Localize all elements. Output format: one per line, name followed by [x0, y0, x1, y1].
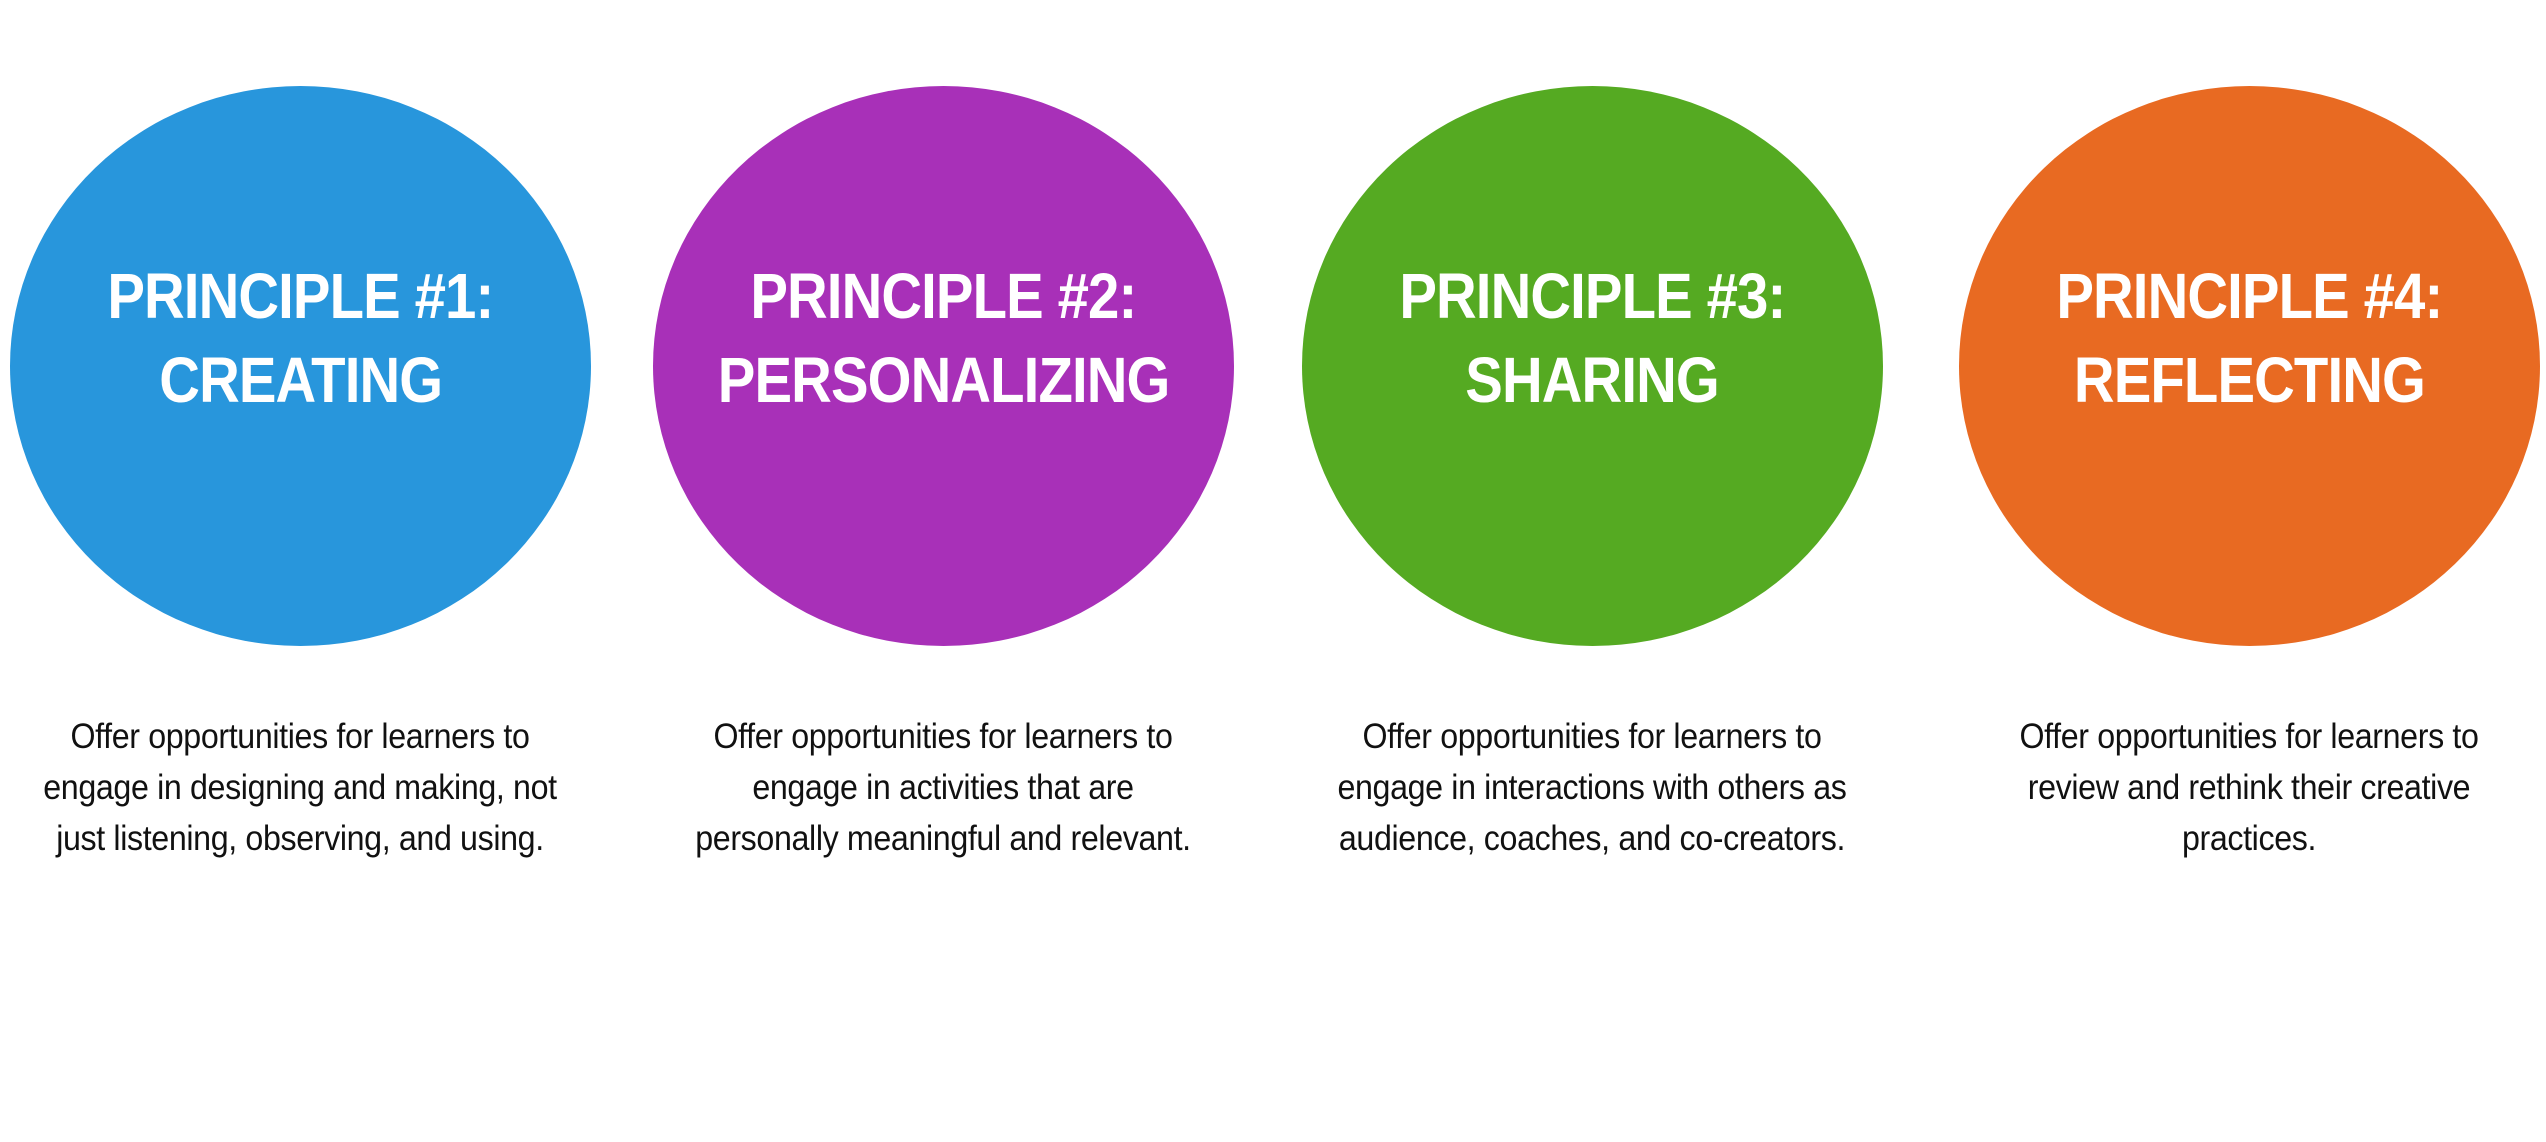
principle-3-description: Offer opportunities for learners to enga…: [1337, 717, 1847, 858]
principle-2-circle: PRINCIPLE #2: PERSONALIZING: [653, 86, 1234, 646]
principle-2-title-line2: PERSONALIZING: [717, 344, 1171, 416]
principle-1: PRINCIPLE #1: CREATING Offer opportuniti…: [0, 0, 600, 1142]
principle-4-circle: PRINCIPLE #4: REFLECTING: [1959, 86, 2540, 646]
principle-4-title-line1: PRINCIPLE #4:: [2056, 260, 2443, 332]
principle-3-title-line1: PRINCIPLE #3:: [1399, 260, 1786, 332]
principle-1-title-line2: CREATING: [159, 344, 443, 416]
principle-4-title-line2: REFLECTING: [2073, 344, 2426, 416]
principle-2: PRINCIPLE #2: PERSONALIZING Offer opport…: [643, 0, 1243, 1142]
principle-3-circle: PRINCIPLE #3: SHARING: [1302, 86, 1883, 646]
principle-2-title-line1: PRINCIPLE #2:: [750, 260, 1137, 332]
principle-2-description: Offer opportunities for learners to enga…: [695, 717, 1191, 858]
principle-1-title-line1: PRINCIPLE #1:: [107, 260, 494, 332]
principle-3: PRINCIPLE #3: SHARING Offer opportunitie…: [1292, 0, 1892, 1142]
principle-1-circle: PRINCIPLE #1: CREATING: [10, 86, 591, 646]
principle-4-description: Offer opportunities for learners to revi…: [2019, 717, 2479, 858]
principle-3-title-line2: SHARING: [1465, 344, 1720, 416]
principle-1-description: Offer opportunities for learners to enga…: [43, 717, 557, 858]
principle-4: PRINCIPLE #4: REFLECTING Offer opportuni…: [1949, 0, 2546, 1142]
